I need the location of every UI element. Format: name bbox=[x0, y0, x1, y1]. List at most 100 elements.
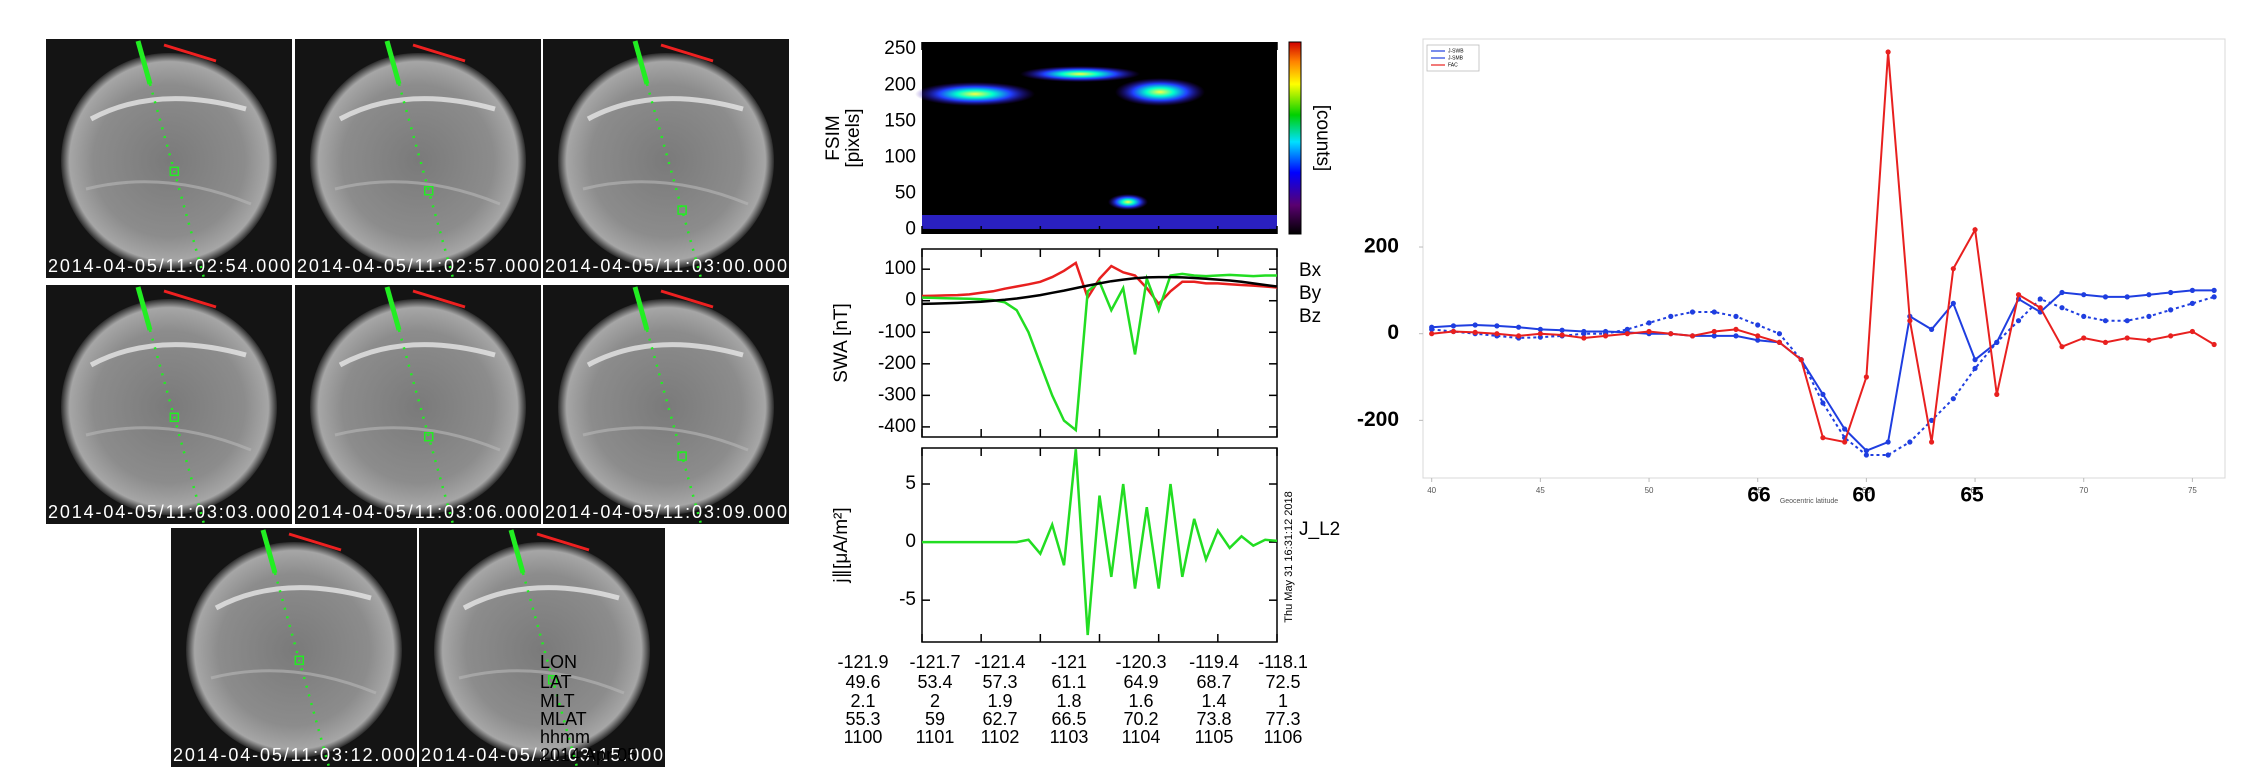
footprint bbox=[423, 185, 434, 196]
series-line bbox=[921, 260, 1278, 306]
table-value: 55.3 bbox=[845, 709, 880, 729]
date-label: 2014 Apr 05 bbox=[540, 745, 637, 765]
annotation: 65 bbox=[1960, 484, 1984, 507]
data-point bbox=[1537, 326, 1543, 332]
timestamp: 2014-04-05/11:03:12.000 bbox=[173, 745, 415, 765]
field-line bbox=[660, 289, 714, 309]
series-line bbox=[1431, 51, 2215, 444]
data-point bbox=[1907, 318, 1913, 324]
table-value: 1106 bbox=[1264, 727, 1303, 747]
y-tick-label: 0 bbox=[905, 531, 916, 552]
timestamp: 2014-04-05/11:03:15.000 bbox=[421, 745, 663, 765]
x-axis-label: Geocentric latitude bbox=[1780, 498, 1838, 505]
data-point bbox=[1863, 374, 1869, 380]
sky-dome bbox=[310, 53, 526, 269]
footprint bbox=[294, 655, 305, 666]
table-value: -121.7 bbox=[909, 652, 960, 672]
y-tick-label: -400 bbox=[878, 416, 916, 437]
y-tick-label: -200 bbox=[878, 353, 916, 374]
y-axis-label: j∥[μA/m²] bbox=[831, 507, 852, 583]
data-point bbox=[2059, 289, 2065, 296]
data-point bbox=[1624, 326, 1630, 332]
data-point bbox=[2211, 341, 2217, 348]
table-value: 68.7 bbox=[1196, 672, 1231, 692]
aurora-arc bbox=[214, 585, 372, 611]
table-value: 1100 bbox=[844, 727, 883, 747]
satellite-track bbox=[632, 286, 650, 331]
field-line bbox=[163, 289, 217, 309]
aurora-arc bbox=[89, 96, 247, 122]
data-point bbox=[1755, 337, 1761, 343]
table-value: 53.4 bbox=[917, 672, 952, 692]
y-tick-label: 50 bbox=[895, 183, 916, 204]
y-axis-label: [pixels] bbox=[843, 108, 864, 167]
data-point bbox=[1646, 320, 1652, 326]
data-point bbox=[1494, 323, 1500, 329]
data-point bbox=[2102, 318, 2109, 324]
table-value: 59 bbox=[925, 709, 945, 729]
data-point bbox=[2168, 289, 2174, 296]
satellite-track bbox=[508, 529, 526, 574]
field-line bbox=[412, 289, 466, 309]
table-value: 1.4 bbox=[1201, 691, 1226, 711]
timestamp-annotation: Thu May 31 16:31:12 2018 bbox=[1283, 491, 1295, 622]
data-point bbox=[1863, 452, 1869, 458]
legend-label: Bz bbox=[1299, 306, 1321, 327]
table-value: 61.1 bbox=[1051, 672, 1086, 692]
data-point bbox=[2081, 313, 2087, 319]
legend-label: J-SWB bbox=[1448, 48, 1464, 54]
y-tick-label: 5 bbox=[905, 473, 916, 494]
heatmap-blob bbox=[1115, 78, 1205, 106]
data-point bbox=[2059, 305, 2065, 311]
data-point bbox=[2015, 318, 2022, 324]
table-value: 70.2 bbox=[1123, 709, 1158, 729]
data-point bbox=[1494, 331, 1500, 337]
satellite-track bbox=[521, 572, 579, 768]
y-axis-label: FSIM bbox=[823, 115, 844, 160]
table-value: 2.1 bbox=[850, 691, 875, 711]
timestamp: 2014-04-05/11:02:54.000 bbox=[48, 256, 290, 276]
table-value: 1 bbox=[1278, 691, 1288, 711]
data-point bbox=[1450, 328, 1457, 335]
x-tick-label: 50 bbox=[1645, 486, 1654, 495]
heatmap-blob bbox=[1108, 194, 1148, 210]
aurora-arc bbox=[582, 426, 749, 452]
data-point bbox=[1820, 391, 1826, 397]
data-point bbox=[2124, 335, 2130, 341]
data-point bbox=[2081, 335, 2087, 341]
satellite-track bbox=[135, 40, 153, 85]
row-label: MLAT bbox=[540, 709, 587, 729]
plot-frame bbox=[1422, 38, 2226, 479]
aurora-arc bbox=[85, 180, 252, 206]
data-point bbox=[1950, 266, 1956, 272]
table-value: -119.4 bbox=[1189, 652, 1239, 672]
data-point bbox=[2211, 294, 2217, 300]
data-point bbox=[1907, 439, 1913, 445]
sky-dome bbox=[310, 299, 526, 515]
series-line bbox=[921, 275, 1278, 306]
heatmap-blob bbox=[915, 82, 1035, 106]
data-point bbox=[1516, 324, 1522, 330]
series-line bbox=[1431, 289, 2215, 452]
data-point bbox=[2211, 287, 2217, 293]
data-point bbox=[1928, 326, 1935, 332]
data-point bbox=[2189, 287, 2195, 293]
data-point bbox=[1559, 327, 1565, 333]
table-value: 1104 bbox=[1122, 727, 1161, 747]
data-point bbox=[1668, 331, 1674, 337]
satellite-track bbox=[135, 286, 153, 331]
data-point bbox=[1668, 313, 1674, 319]
data-point bbox=[1472, 329, 1478, 335]
satellite-track bbox=[260, 529, 278, 574]
table-value: 72.5 bbox=[1265, 672, 1300, 692]
footprint bbox=[677, 451, 687, 461]
data-point bbox=[1733, 333, 1739, 339]
y-tick-label: 100 bbox=[884, 258, 916, 279]
data-point bbox=[1994, 339, 2000, 345]
series-line bbox=[921, 272, 1277, 433]
y-tick-label: 0 bbox=[905, 290, 916, 311]
table-value: 73.8 bbox=[1196, 709, 1231, 729]
data-point bbox=[1711, 309, 1717, 315]
footprint bbox=[423, 431, 434, 442]
data-point bbox=[1450, 323, 1457, 329]
